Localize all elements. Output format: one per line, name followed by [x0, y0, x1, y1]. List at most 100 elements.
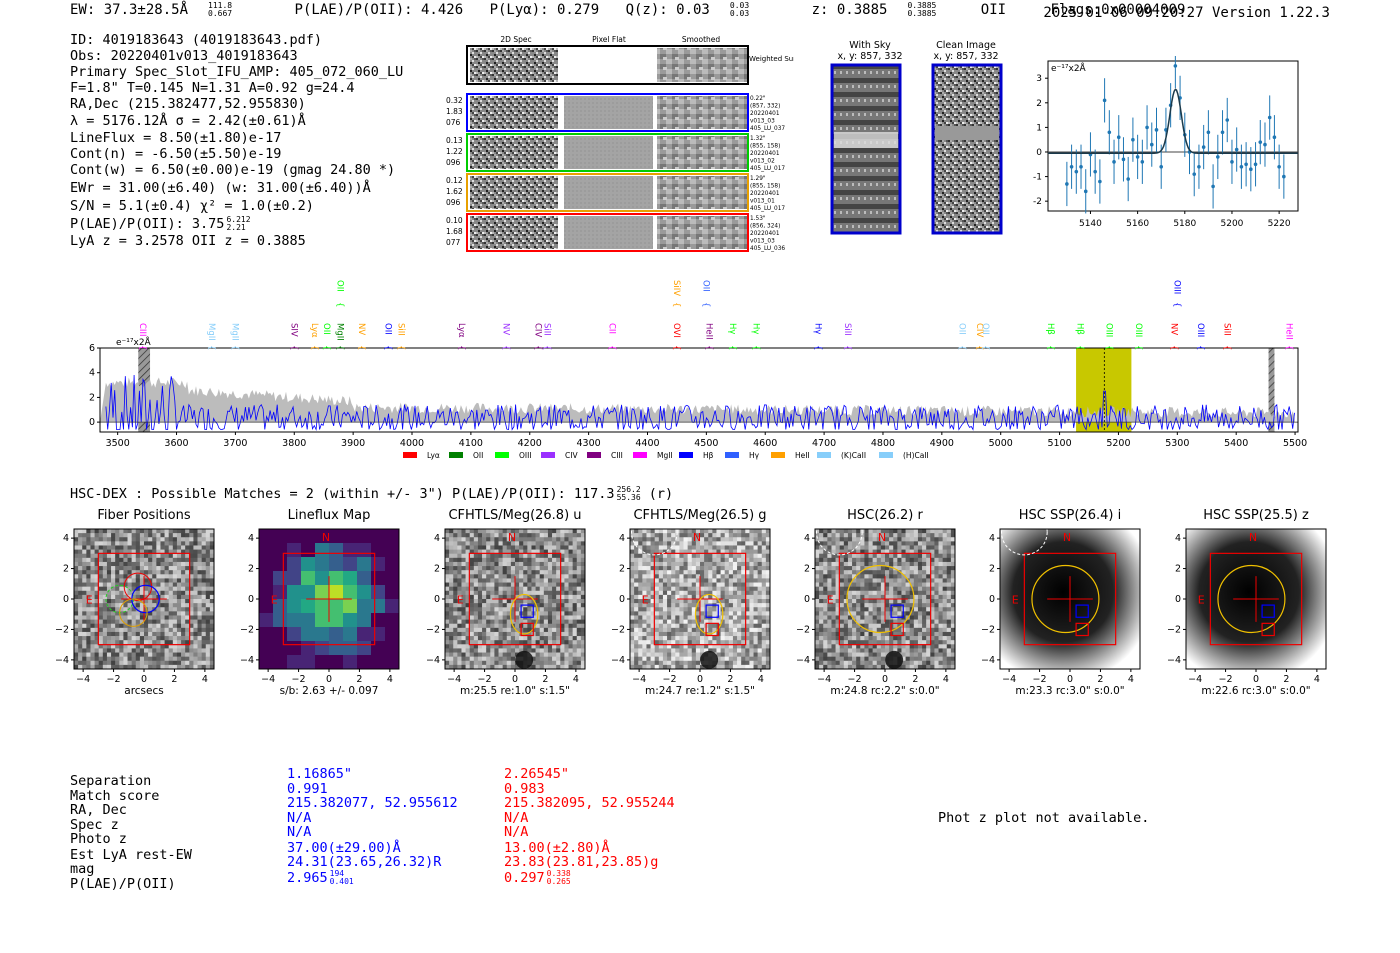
cutout-pixel	[486, 574, 491, 579]
cutout-pixel	[127, 644, 132, 649]
zoom-ytick-label: -1	[1033, 173, 1042, 183]
cutout-pixel	[477, 636, 483, 641]
cutout-pixel	[78, 574, 83, 579]
cutout-pixel	[115, 533, 120, 538]
cutout-pixel	[453, 537, 458, 542]
cutout-pixel	[679, 582, 684, 587]
cutout-pixel	[539, 561, 545, 567]
cutout-pixel	[445, 636, 450, 641]
cutout-pixel	[847, 529, 853, 534]
full-xtick-label: 5300	[1165, 438, 1189, 449]
cutout-pixel	[917, 603, 923, 608]
cutout-pixel	[552, 537, 557, 542]
cutout-pixel	[671, 640, 676, 645]
cutout-pixel	[580, 599, 585, 604]
cutout-pixel	[646, 599, 651, 604]
cutout-pixel	[897, 561, 902, 567]
cutout-pixel	[185, 652, 190, 657]
cutout-pixel	[205, 533, 211, 538]
cutout-pixel	[556, 553, 561, 559]
cutout-pixel	[115, 636, 120, 641]
cutout-pixel	[78, 664, 83, 669]
cutout-pixel	[176, 623, 182, 629]
cutout-pixel	[469, 578, 475, 583]
cutout-pixel	[78, 586, 83, 592]
cutout-pixel	[917, 566, 923, 571]
cutout-pixel	[315, 557, 330, 572]
cutout-pixel	[86, 553, 91, 559]
cutout-pixel	[728, 586, 734, 592]
cutout-pixel	[205, 557, 211, 563]
cutout-pixel	[716, 545, 721, 550]
cutout-pixel	[502, 644, 508, 649]
cutout-pixel	[630, 574, 635, 579]
cutout-pixel	[691, 607, 697, 612]
cutout-pixel	[461, 549, 466, 555]
cutout-pixel	[102, 590, 108, 596]
cutout-pixel	[568, 561, 573, 567]
cutout-pixel	[90, 603, 95, 608]
cutout-pixel	[90, 652, 95, 657]
cutout-pixel	[193, 557, 198, 563]
cutout-pixel	[482, 627, 487, 633]
cutout-pixel	[301, 557, 316, 572]
cutout-pixel	[864, 586, 869, 592]
cutout-pixel	[654, 529, 660, 534]
cutout-pixel	[671, 627, 676, 633]
cutout-pixel	[761, 533, 767, 538]
cutout-pixel	[737, 631, 742, 637]
cutout-pixel	[539, 599, 545, 604]
cutout-pixel	[209, 607, 214, 612]
cutout-pixel	[864, 636, 869, 641]
cutout-pixel	[102, 648, 108, 653]
cutout-pixel	[181, 623, 186, 629]
cutout-pixel	[580, 636, 585, 641]
cutout-pixel	[757, 607, 763, 612]
cutout-pixel	[465, 594, 471, 600]
cutout-pixel	[761, 594, 767, 600]
cutout-pixel	[205, 648, 211, 653]
cutout-pixel	[901, 586, 906, 592]
cutout-pixel	[385, 627, 399, 642]
cutout-pixel	[197, 594, 202, 600]
cutout-pixel	[193, 553, 198, 559]
cutout-pixel	[691, 615, 697, 620]
cutout-pixel	[889, 533, 894, 538]
cutout-pixel	[716, 537, 721, 542]
cutout-pixel	[119, 640, 124, 645]
cutout-pixel	[135, 582, 141, 587]
cutout-pixel	[477, 541, 483, 546]
cutout-pixel	[839, 615, 845, 620]
cutout-pixel	[535, 652, 541, 657]
cutout-pixel	[539, 648, 545, 653]
cutout-pixel	[864, 631, 869, 637]
cutout-pixel	[465, 586, 471, 592]
cutout-pixel	[654, 611, 660, 616]
cutout-pixel	[572, 541, 578, 546]
cutout-pixel	[172, 541, 178, 546]
zoom-point	[1093, 169, 1097, 174]
cutout-pixel	[700, 664, 705, 669]
cutout-pixel	[687, 529, 693, 534]
cutout-pixel	[152, 537, 157, 542]
line-label: CIV	[974, 323, 984, 337]
cutout-pixel	[634, 648, 639, 653]
cutout-pixel	[90, 586, 95, 592]
cutout-pixel	[757, 648, 763, 653]
cutout-pixel	[868, 561, 873, 567]
cutout-pixel	[642, 619, 647, 625]
cutout-pixel	[856, 660, 861, 666]
cutout-pixel	[486, 615, 491, 620]
cutout-pixel	[671, 570, 676, 575]
cutout-pixel	[201, 631, 207, 637]
zoom-point	[1197, 164, 1201, 169]
cutout-pixel	[510, 570, 516, 575]
cutout-pixel	[490, 533, 495, 538]
cutout-pixel	[691, 623, 697, 629]
cutout-pixel	[469, 529, 475, 534]
cutout-pixel	[156, 656, 161, 662]
cutout-pixel	[119, 529, 124, 534]
cutout-pixel	[531, 586, 536, 592]
cutout-pixel	[658, 636, 664, 641]
